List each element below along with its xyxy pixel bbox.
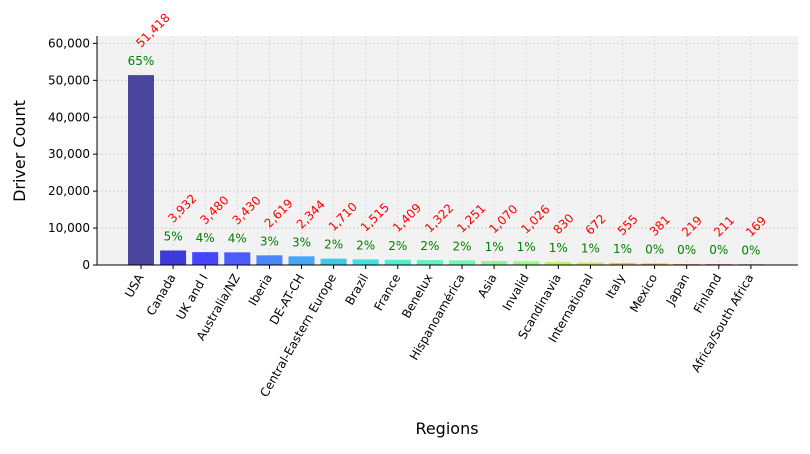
percent-labels: 65% 5% 4% 4% 3% 3% 2% 2% 2% 2% 2% 1% 1% 1% 1% 1% 0% 0% 0% 0… bbox=[128, 54, 761, 257]
y-tick-label: 20,000 bbox=[48, 184, 90, 198]
y-tick-label: 0 bbox=[82, 258, 90, 272]
x-tick-label-africa-south-africa: Africa/South Africa bbox=[689, 272, 757, 375]
y-tick-label: 10,000 bbox=[48, 221, 90, 235]
percent-label-japan: 0% bbox=[677, 243, 696, 257]
percent-label-italy: 1% bbox=[613, 242, 632, 256]
bar-scandinavia bbox=[545, 261, 572, 265]
x-tick-label-usa: USA bbox=[122, 271, 147, 300]
percent-label-international: 1% bbox=[581, 242, 600, 256]
x-tick-label-finland: Finland bbox=[691, 272, 725, 316]
x-tick-label-iberia: Iberia bbox=[246, 272, 275, 309]
percent-label-central-eastern-europe: 2% bbox=[324, 238, 343, 252]
bar-canada bbox=[160, 250, 187, 265]
x-tick-label-mexico: Mexico bbox=[627, 272, 660, 315]
x-tick-label-france: France bbox=[371, 272, 403, 314]
x-tick-label-asia: Asia bbox=[475, 271, 500, 300]
percent-label-benelux: 2% bbox=[420, 239, 439, 253]
y-axis-title: Driver Count bbox=[10, 100, 29, 202]
y-tick-label: 40,000 bbox=[48, 110, 90, 124]
x-tick-label-japan: Japan bbox=[663, 272, 692, 309]
bar-usa bbox=[128, 75, 154, 265]
x-tick-label-italy: Italy bbox=[603, 272, 628, 302]
percent-label-iberia: 3% bbox=[260, 234, 279, 248]
bar-international bbox=[577, 262, 604, 265]
x-tick-label-brazil: Brazil bbox=[342, 272, 371, 308]
bar-uk-and-i bbox=[192, 252, 219, 265]
x-tick-label-canada: Canada bbox=[144, 272, 179, 319]
percent-label-brazil: 2% bbox=[356, 238, 375, 252]
y-tick-label: 50,000 bbox=[48, 73, 90, 87]
percent-label-asia: 1% bbox=[485, 240, 504, 254]
bar-de-at-ch bbox=[288, 256, 315, 265]
plot-background bbox=[97, 36, 798, 265]
y-tick-label: 30,000 bbox=[48, 147, 90, 161]
bar-central-eastern-europe bbox=[320, 258, 347, 265]
bar-hispanoam-rica bbox=[449, 260, 475, 265]
percent-label-invalid: 1% bbox=[517, 240, 536, 254]
y-tick-label: 60,000 bbox=[48, 36, 90, 50]
bar-invalid bbox=[513, 261, 540, 265]
percent-label-scandinavia: 1% bbox=[549, 241, 568, 255]
y-ticks: 0 10,000 20,000 30,000 40,000 50,000 60,000 bbox=[48, 36, 97, 272]
percent-label-finland: 0% bbox=[709, 243, 728, 257]
percent-label-de-at-ch: 3% bbox=[292, 235, 311, 249]
bar-france bbox=[384, 259, 411, 265]
bar-iberia bbox=[256, 255, 283, 265]
bar-asia bbox=[481, 261, 508, 265]
percent-label-france: 2% bbox=[388, 239, 407, 253]
x-tick-label-benelux: Benelux bbox=[399, 272, 435, 321]
percent-label-usa: 65% bbox=[128, 54, 155, 68]
bars bbox=[128, 75, 764, 265]
percent-label-uk-and-i: 4% bbox=[196, 231, 215, 245]
bar-australia-nz bbox=[224, 252, 251, 265]
bar-italy bbox=[609, 262, 636, 265]
x-tick-label-invalid: Invalid bbox=[500, 272, 532, 314]
bar-brazil bbox=[352, 259, 379, 265]
percent-label-canada: 5% bbox=[164, 229, 183, 243]
bar-benelux bbox=[416, 260, 443, 265]
x-axis-title: Regions bbox=[415, 419, 478, 438]
percent-label-africa-south-africa: 0% bbox=[741, 243, 760, 257]
percent-label-hispanoam-rica: 2% bbox=[452, 239, 471, 253]
percent-label-mexico: 0% bbox=[645, 243, 664, 257]
bar-mexico bbox=[641, 263, 668, 265]
percent-label-australia-nz: 4% bbox=[228, 231, 247, 245]
